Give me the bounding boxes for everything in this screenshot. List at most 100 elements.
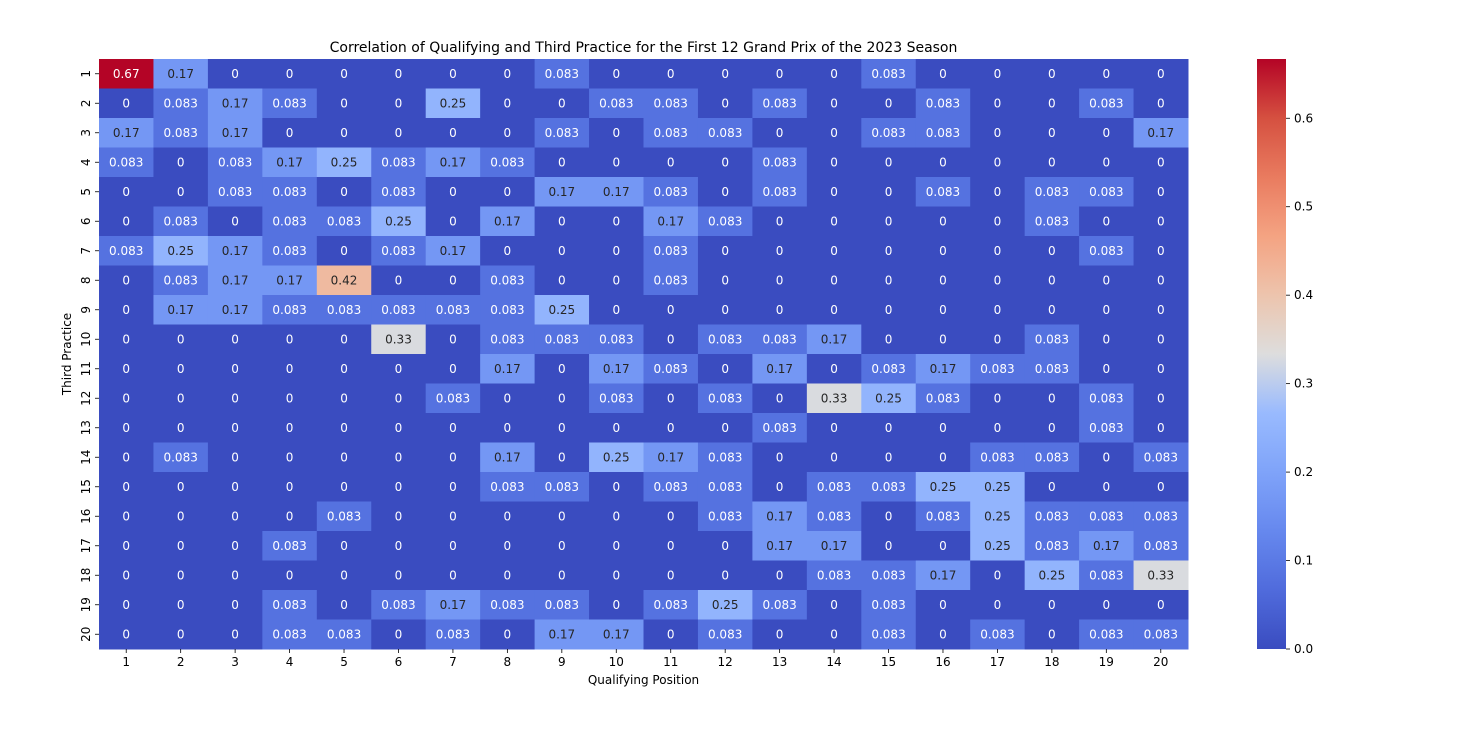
heatmap-cell	[643, 177, 699, 207]
heatmap-cell	[915, 236, 971, 266]
heatmap-cell	[589, 177, 644, 207]
heatmap-cell	[1024, 354, 1080, 384]
cell-value-label: 0	[558, 273, 566, 287]
cell-value-label: 0	[231, 598, 239, 612]
cell-value-label: 0.25	[167, 244, 194, 258]
cell-value-label: 0.25	[440, 96, 467, 110]
cell-value-label: 0	[994, 303, 1002, 317]
cell-value-label: 0.083	[436, 303, 470, 317]
heatmap-cell	[806, 413, 862, 443]
cell-value-label: 0	[231, 391, 239, 405]
heatmap-cell	[153, 265, 209, 296]
heatmap-cell	[1079, 590, 1135, 620]
x-tick-label: 19	[1099, 655, 1114, 669]
cell-value-label: 0	[340, 332, 348, 346]
heatmap-cell	[316, 265, 372, 296]
heatmap-cell	[480, 590, 536, 620]
heatmap-cell	[153, 88, 209, 119]
cell-value-label: 0.083	[871, 362, 905, 376]
heatmap-cell	[371, 413, 427, 443]
heatmap-cell	[589, 413, 644, 443]
heatmap-cell	[207, 265, 263, 296]
heatmap-cell	[1133, 324, 1189, 355]
cell-value-label: 0.083	[708, 509, 742, 523]
heatmap-cell	[534, 560, 590, 591]
heatmap-cell	[861, 531, 917, 561]
cell-value-label: 0.083	[599, 332, 633, 346]
cell-value-label: 0	[340, 67, 348, 81]
cell-value-label: 0	[939, 155, 947, 169]
cell-value-label: 0	[776, 568, 784, 582]
cell-value-label: 0	[612, 539, 620, 553]
heatmap-cell	[99, 590, 154, 620]
heatmap-cell	[480, 265, 536, 296]
heatmap-cell	[1024, 147, 1080, 178]
heatmap-cell	[806, 118, 862, 148]
heatmap-cell	[970, 413, 1026, 443]
heatmap-cell	[861, 295, 917, 325]
heatmap-cell	[425, 177, 481, 207]
heatmap-cell	[643, 413, 699, 443]
heatmap-cell	[262, 177, 318, 207]
heatmap-cell	[752, 118, 808, 148]
cell-value-label: 0	[395, 421, 403, 435]
heatmap-cell	[1024, 59, 1080, 89]
cell-value-label: 0	[558, 391, 566, 405]
heatmap-cell	[1024, 619, 1080, 650]
heatmap-cell	[1079, 177, 1135, 207]
cell-value-label: 0.083	[163, 126, 197, 140]
cell-value-label: 0	[122, 362, 130, 376]
heatmap-cell	[425, 590, 481, 620]
cell-value-label: 0	[504, 509, 512, 523]
cell-value-label: 0	[612, 303, 620, 317]
heatmap-cell	[371, 177, 427, 207]
cell-value-label: 0	[558, 421, 566, 435]
x-tick-label: 12	[718, 655, 733, 669]
heatmap-cell	[970, 147, 1026, 178]
cell-value-label: 0.083	[1144, 627, 1178, 641]
cell-value-label: 0	[122, 273, 130, 287]
cell-value-label: 0	[504, 391, 512, 405]
heatmap-cell	[806, 560, 862, 591]
cell-value-label: 0	[994, 96, 1002, 110]
heatmap-cell	[806, 354, 862, 384]
cell-value-label: 0	[558, 362, 566, 376]
cell-value-label: 0	[1048, 598, 1056, 612]
heatmap-cell	[371, 560, 427, 591]
cell-value-label: 0	[231, 480, 239, 494]
heatmap-cell	[480, 88, 536, 119]
cell-value-label: 0	[231, 332, 239, 346]
cell-value-label: 0.083	[327, 509, 361, 523]
cell-value-label: 0	[830, 96, 838, 110]
cell-value-label: 0	[1157, 155, 1165, 169]
cell-value-label: 0	[122, 96, 130, 110]
cell-value-label: 0	[231, 539, 239, 553]
cell-value-label: 0	[830, 362, 838, 376]
cell-value-label: 0	[1157, 67, 1165, 81]
heatmap-cell	[697, 265, 753, 296]
cell-value-label: 0.083	[654, 96, 688, 110]
cell-value-label: 0	[177, 627, 185, 641]
cell-value-label: 0	[504, 244, 512, 258]
colorbar-tick-label: 0.3	[1294, 377, 1313, 391]
heatmap-cell	[316, 118, 372, 148]
heatmap-cell	[425, 147, 481, 178]
heatmap-cell	[153, 206, 209, 237]
heatmap-cell	[1024, 413, 1080, 443]
heatmap-cell	[861, 619, 917, 650]
heatmap-cell	[915, 383, 971, 414]
cell-value-label: 0	[721, 67, 729, 81]
heatmap-cell	[643, 59, 699, 89]
cell-value-label: 0.083	[762, 155, 796, 169]
cell-value-label: 0	[177, 391, 185, 405]
cell-value-label: 0	[994, 332, 1002, 346]
cell-value-label: 0	[667, 332, 675, 346]
cell-value-label: 0.083	[272, 539, 306, 553]
y-tick-label: 4	[79, 158, 93, 166]
heatmap-cell	[643, 354, 699, 384]
heatmap-cell	[153, 472, 209, 502]
heatmap-cell	[99, 59, 154, 89]
heatmap-cell	[480, 324, 536, 355]
cell-value-label: 0.17	[440, 155, 467, 169]
heatmap-cell	[970, 531, 1026, 561]
